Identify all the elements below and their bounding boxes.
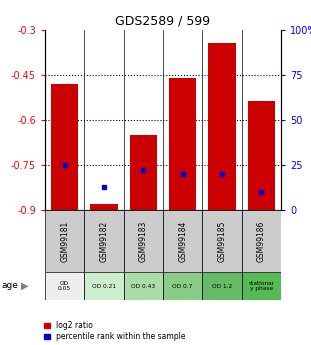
Bar: [242, 272, 281, 300]
Bar: [202, 272, 242, 300]
Bar: [84, 272, 124, 300]
Text: GSM99186: GSM99186: [257, 220, 266, 262]
Bar: [45, 210, 84, 272]
Bar: [163, 272, 202, 300]
Title: GDS2589 / 599: GDS2589 / 599: [115, 14, 211, 28]
Bar: [124, 272, 163, 300]
Text: stationar
y phase: stationar y phase: [248, 280, 274, 292]
Text: OD 0.43: OD 0.43: [131, 284, 156, 288]
Text: GSM99182: GSM99182: [100, 220, 109, 262]
Bar: [208, 43, 236, 210]
Bar: [84, 210, 124, 272]
Text: OD 1.2: OD 1.2: [212, 284, 232, 288]
Text: ▶: ▶: [21, 281, 29, 291]
Bar: [124, 210, 163, 272]
Bar: [45, 272, 84, 300]
Text: OD
0.05: OD 0.05: [58, 280, 71, 292]
Text: GSM99181: GSM99181: [60, 220, 69, 262]
Legend: log2 ratio, percentile rank within the sample: log2 ratio, percentile rank within the s…: [44, 321, 186, 341]
Bar: [202, 210, 242, 272]
Bar: [51, 84, 78, 210]
Bar: [242, 210, 281, 272]
Bar: [169, 78, 197, 210]
Text: GSM99184: GSM99184: [178, 220, 187, 262]
Text: age: age: [2, 282, 18, 290]
Text: OD 0.21: OD 0.21: [92, 284, 116, 288]
Text: GSM99185: GSM99185: [217, 220, 226, 262]
Bar: [90, 204, 118, 210]
Bar: [130, 135, 157, 210]
Bar: [248, 100, 275, 210]
Bar: [163, 210, 202, 272]
Text: OD 0.7: OD 0.7: [173, 284, 193, 288]
Text: GSM99183: GSM99183: [139, 220, 148, 262]
